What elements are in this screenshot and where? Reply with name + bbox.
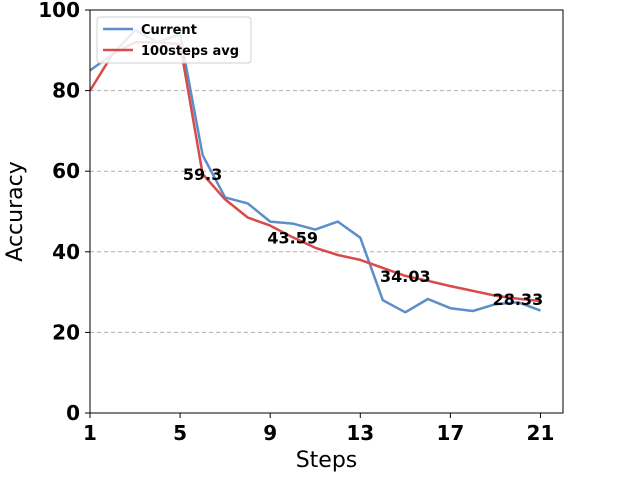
y-tick-label: 20 — [52, 320, 80, 344]
x-tick-label: 17 — [436, 421, 464, 445]
x-tick-label: 9 — [263, 421, 277, 445]
y-axis-label: Accuracy — [3, 161, 28, 261]
legend-label: Current — [141, 23, 197, 38]
value-annotation: 59.3 — [183, 165, 222, 184]
y-tick-label: 60 — [52, 159, 80, 183]
x-axis-label: Steps — [296, 448, 358, 473]
value-annotation: 34.03 — [380, 267, 431, 286]
y-tick-label: 80 — [52, 79, 80, 103]
value-annotation: 43.59 — [267, 228, 318, 247]
x-tick-label: 13 — [346, 421, 374, 445]
value-annotation: 28.33 — [493, 290, 544, 309]
axis-ticks: 1 5 9 13 17 21 0 20 40 60 80 100 — [38, 0, 554, 445]
x-tick-label: 5 — [173, 421, 187, 445]
x-tick-label: 1 — [83, 421, 97, 445]
legend: Current 100steps avg — [96, 16, 252, 64]
y-tick-label: 0 — [66, 401, 80, 425]
plot-frame — [89, 9, 564, 414]
grid-lines — [90, 90, 563, 333]
x-tick-label: 21 — [527, 421, 555, 445]
y-tick-label: 40 — [52, 240, 80, 264]
y-tick-label: 100 — [38, 0, 80, 22]
legend-box — [96, 16, 252, 64]
legend-label: 100steps avg — [141, 44, 239, 59]
value-annotations: 59.3 43.59 34.03 28.33 — [183, 165, 543, 309]
